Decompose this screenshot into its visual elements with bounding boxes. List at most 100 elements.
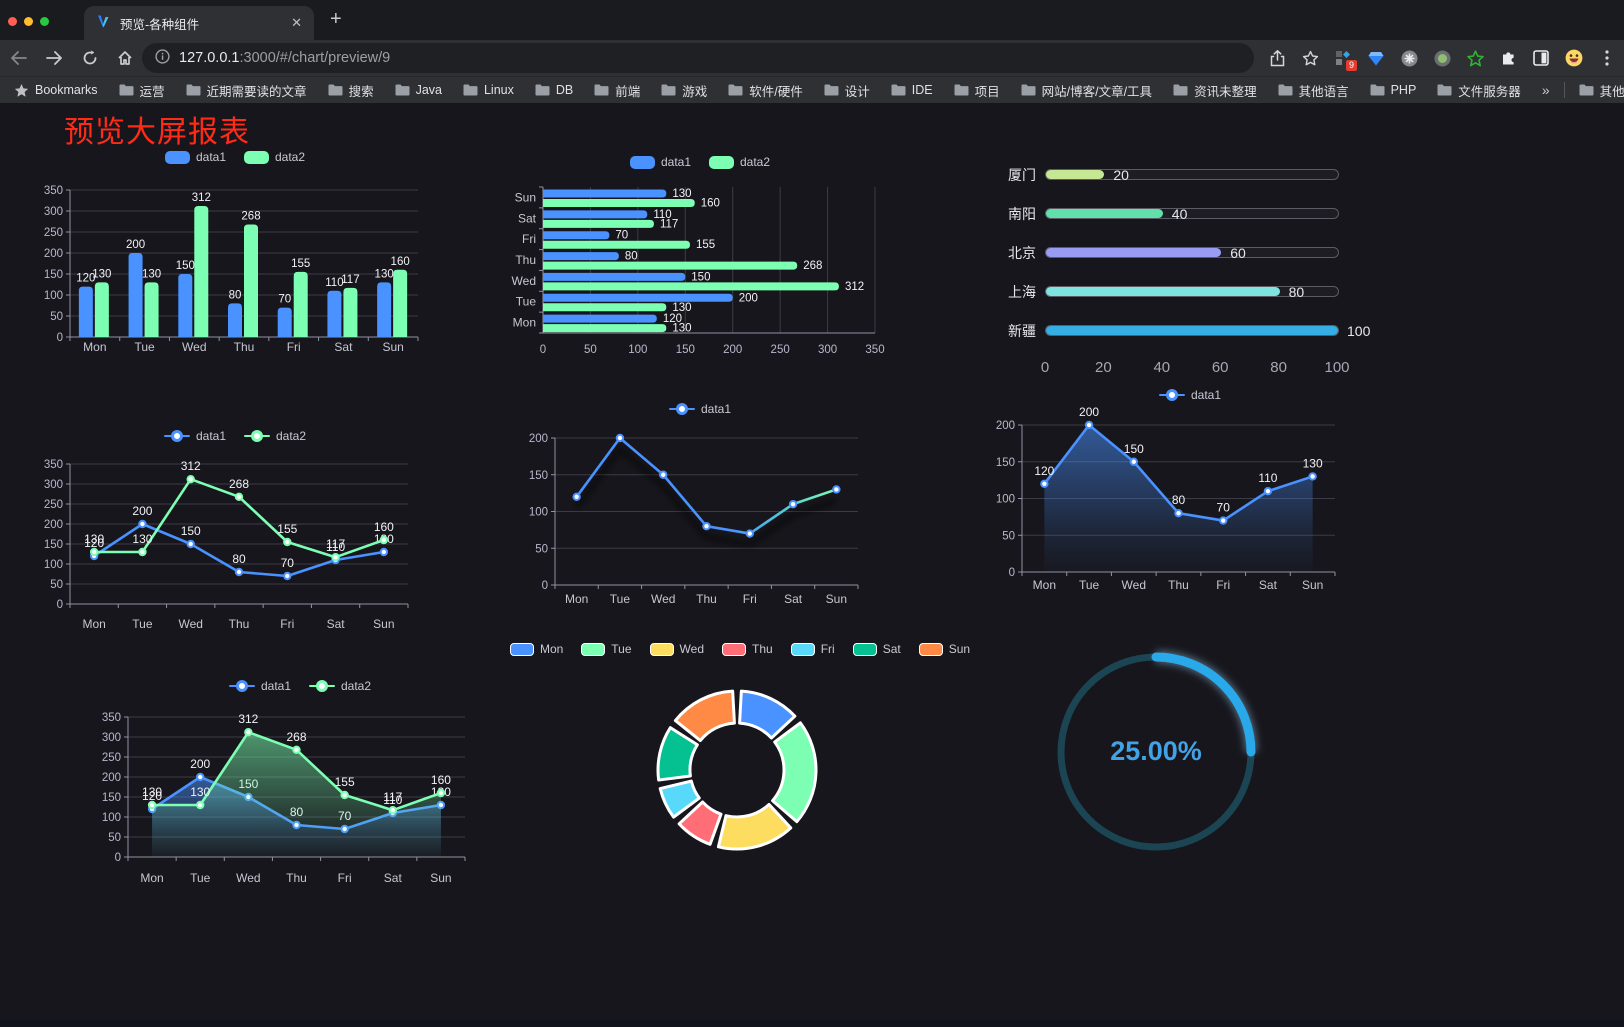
legend-item[interactable]: Sat	[852, 642, 901, 656]
data-point[interactable]	[340, 790, 349, 800]
data-point[interactable]	[292, 745, 301, 754]
legend-item[interactable]: data2	[244, 150, 305, 164]
bar[interactable]	[543, 324, 667, 333]
data-point[interactable]	[283, 571, 292, 581]
bookmarks-overflow-chevron[interactable]: »	[1541, 82, 1550, 98]
data-point[interactable]	[138, 547, 147, 557]
bar[interactable]	[244, 224, 258, 337]
progress-track[interactable]: 80	[1045, 284, 1339, 300]
bookmark-folder[interactable]: 搜索	[328, 81, 374, 100]
bookmark-folder[interactable]: Java	[395, 83, 442, 97]
legend-item[interactable]: Fri	[790, 642, 835, 656]
data-point[interactable]	[196, 772, 205, 782]
gem-extension-icon[interactable]	[1367, 49, 1385, 67]
data-point[interactable]	[234, 492, 244, 501]
bookmark-folder[interactable]: IDE	[891, 83, 933, 97]
bookmark-folder[interactable]: 前端	[594, 81, 640, 100]
data-point[interactable]	[1174, 509, 1183, 518]
chart-progress-bars[interactable]: 厦门 20 南阳 40 北京 60 上海 80 新疆 100 0 20 40 60 80 100	[990, 155, 1390, 385]
bar[interactable]	[543, 240, 691, 249]
line-chart-canvas[interactable]: 0 50 100 150 200 Mon Tue Wed Thu Fri Sat Sun	[505, 418, 895, 610]
refresh-button[interactable]	[82, 50, 98, 66]
bookmark-folder[interactable]: 资讯未整理	[1173, 81, 1257, 100]
bookmark-folder[interactable]: 运营	[119, 81, 165, 100]
pie-slice[interactable]	[656, 726, 699, 782]
new-tab-button[interactable]: +	[330, 8, 342, 30]
chart-bar-horizontal[interactable]: data1 data2 0 50 100 150 200 250 300 350 Sun 130 160…	[505, 153, 895, 366]
close-window-button[interactable]	[8, 17, 17, 26]
data-point[interactable]	[702, 522, 711, 531]
data-point[interactable]	[147, 800, 157, 810]
chart-donut-pie[interactable]: Mon Tue Wed Thu Fri Sat Sun	[509, 640, 970, 893]
browser-menu-icon[interactable]	[1598, 49, 1616, 67]
bookmark-folder[interactable]: Linux	[463, 83, 514, 97]
bookmark-folder[interactable]: 网站/博客/文章/工具	[1021, 81, 1152, 100]
progress-track[interactable]: 20	[1045, 167, 1339, 183]
progress-track[interactable]: 40	[1045, 206, 1339, 222]
legend-item[interactable]: data1	[1158, 388, 1221, 402]
bookmark-folder[interactable]: 游戏	[661, 81, 707, 100]
green-circle-extension-icon[interactable]	[1433, 49, 1451, 67]
legend-item[interactable]: Wed	[649, 642, 704, 656]
legend-item[interactable]: data2	[309, 679, 371, 693]
data-point[interactable]	[186, 475, 195, 484]
data-point[interactable]	[244, 728, 253, 737]
emoji-extension-icon[interactable]	[1565, 49, 1583, 67]
data-point[interactable]	[234, 567, 244, 577]
bookmark-folder[interactable]: 其他语言	[1278, 81, 1349, 100]
bar[interactable]	[178, 274, 193, 337]
bar[interactable]	[393, 269, 408, 337]
bar[interactable]	[94, 282, 109, 337]
bar[interactable]	[144, 282, 159, 337]
bar[interactable]	[543, 252, 619, 261]
data-point[interactable]	[89, 547, 99, 557]
data-point[interactable]	[745, 529, 754, 538]
data-point[interactable]	[379, 547, 389, 557]
data-point[interactable]	[138, 519, 147, 529]
data-point[interactable]	[388, 806, 397, 815]
chart-area-two-series[interactable]: data1 data2 0 50 100 150 200 250 300 350 Mon Tue Wed…	[100, 677, 500, 894]
extension-grid-icon[interactable]: 9	[1334, 49, 1357, 71]
chart-area-single[interactable]: data1 0 50 100 150 200 Mon Tue Wed Thu Fri Sat Sun 12…	[990, 386, 1390, 601]
gauge-canvas[interactable]	[1046, 642, 1266, 862]
data-point[interactable]	[283, 537, 292, 547]
zoom-window-button[interactable]	[40, 17, 49, 26]
extensions-puzzle-icon[interactable]	[1499, 49, 1517, 67]
split-screen-extension-icon[interactable]	[1532, 49, 1550, 67]
bar[interactable]	[543, 189, 667, 198]
data-point[interactable]	[615, 433, 625, 443]
legend-item[interactable]: data1	[629, 155, 691, 169]
line-chart-canvas[interactable]: 0 50 100 150 200 Mon Tue Wed Thu Fri Sat Sun 120 200 1…	[990, 404, 1390, 596]
bar[interactable]	[543, 210, 648, 219]
data-point[interactable]	[186, 539, 195, 549]
legend-item[interactable]: Mon	[509, 642, 563, 656]
data-point[interactable]	[572, 492, 581, 502]
pie-slice[interactable]	[677, 800, 723, 846]
progress-track[interactable]: 100	[1045, 323, 1370, 339]
bar[interactable]	[543, 293, 733, 302]
chart-line-two-series[interactable]: data1 data2 0 50 100 150 200 250 300 350 Mon Tue Wed…	[40, 427, 430, 640]
bookmark-folder[interactable]: DB	[535, 83, 573, 97]
bar[interactable]	[543, 219, 654, 228]
data-point[interactable]	[196, 800, 205, 810]
chart-gauge[interactable]: 25.00%	[1046, 642, 1266, 862]
green-star-extension-icon[interactable]	[1466, 49, 1484, 67]
bookmarks-manager[interactable]: Bookmarks	[14, 83, 98, 98]
legend-item[interactable]: data1	[164, 150, 226, 164]
bookmark-folder[interactable]: 文件服务器	[1437, 81, 1521, 100]
legend-item[interactable]: data1	[163, 429, 226, 443]
bar[interactable]	[543, 272, 686, 281]
back-button[interactable]	[10, 51, 27, 65]
bar[interactable]	[327, 290, 342, 337]
progress-track[interactable]: 60	[1045, 245, 1339, 261]
pie-slice[interactable]	[673, 689, 736, 743]
pie-chart-canvas[interactable]	[550, 658, 930, 888]
bookmark-folder[interactable]: 项目	[954, 81, 1000, 100]
pie-slice[interactable]	[738, 689, 797, 740]
bookmark-star-icon[interactable]	[1301, 49, 1319, 67]
bar[interactable]	[543, 231, 610, 240]
chart-bar-vertical[interactable]: data1 data2 0 50 100 150 200 250 300 350 Mon Tue Wed…	[40, 148, 430, 363]
data-point[interactable]	[379, 535, 389, 545]
data-point[interactable]	[1263, 486, 1273, 496]
